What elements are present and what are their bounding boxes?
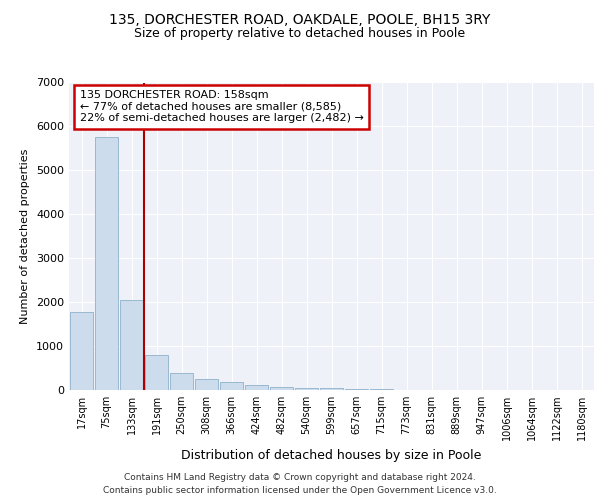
Text: Contains HM Land Registry data © Crown copyright and database right 2024.: Contains HM Land Registry data © Crown c… xyxy=(124,472,476,482)
Bar xyxy=(344,388,368,390)
Bar xyxy=(295,388,319,390)
Bar xyxy=(145,355,169,390)
Bar xyxy=(119,300,143,390)
X-axis label: Distribution of detached houses by size in Poole: Distribution of detached houses by size … xyxy=(181,448,482,462)
Text: Contains public sector information licensed under the Open Government Licence v3: Contains public sector information licen… xyxy=(103,486,497,495)
Bar xyxy=(95,138,118,390)
Bar xyxy=(370,388,394,390)
Bar xyxy=(70,312,94,390)
Bar xyxy=(320,388,343,390)
Bar xyxy=(220,382,244,390)
Text: 135 DORCHESTER ROAD: 158sqm
← 77% of detached houses are smaller (8,585)
22% of : 135 DORCHESTER ROAD: 158sqm ← 77% of det… xyxy=(79,90,364,124)
Bar xyxy=(170,374,193,390)
Text: 135, DORCHESTER ROAD, OAKDALE, POOLE, BH15 3RY: 135, DORCHESTER ROAD, OAKDALE, POOLE, BH… xyxy=(109,12,491,26)
Bar xyxy=(245,385,268,390)
Text: Size of property relative to detached houses in Poole: Size of property relative to detached ho… xyxy=(134,28,466,40)
Bar xyxy=(194,380,218,390)
Bar xyxy=(269,387,293,390)
Y-axis label: Number of detached properties: Number of detached properties xyxy=(20,148,31,324)
